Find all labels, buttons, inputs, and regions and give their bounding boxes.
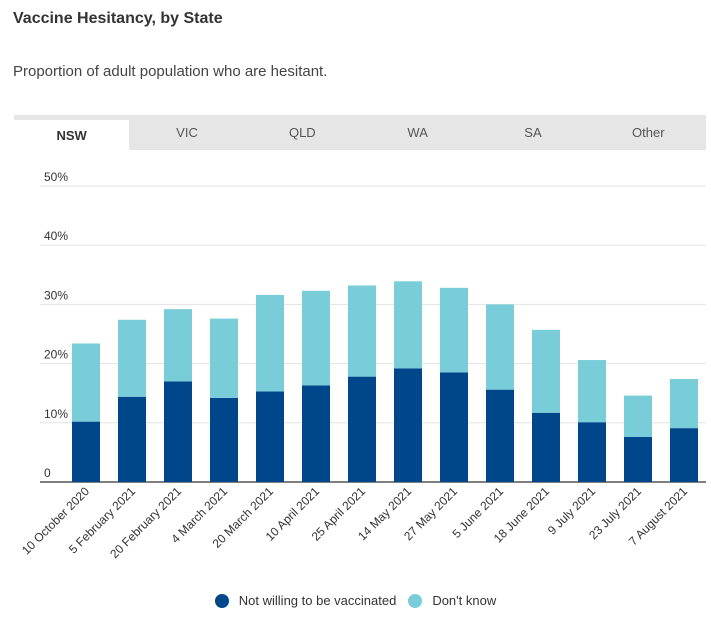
bar-dont-know [118, 319, 146, 397]
tab-sa[interactable]: SA [524, 125, 542, 140]
bar-dont-know [670, 378, 698, 429]
y-tick-label: 10% [44, 407, 68, 421]
bar-dont-know [578, 360, 606, 423]
legend-item-not-willing[interactable]: Not willing to be vaccinated [214, 593, 397, 608]
bar-dont-know [532, 329, 560, 413]
bar-not-willing [532, 412, 560, 482]
bar-dont-know [72, 343, 100, 422]
bar-not-willing [72, 421, 100, 482]
bar-dont-know [440, 287, 468, 373]
bar-dont-know [486, 304, 514, 390]
tab-vic[interactable]: VIC [176, 125, 198, 140]
tab-other[interactable]: Other [632, 125, 665, 140]
bar-not-willing [578, 422, 606, 482]
legend-label-not-willing: Not willing to be vaccinated [238, 593, 397, 608]
legend: Not willing to be vaccinated Don't know [0, 593, 711, 608]
bar-dont-know [210, 318, 238, 398]
y-tick-label: 30% [44, 288, 68, 302]
tab-wa[interactable]: WA [407, 125, 428, 140]
chart-subtitle: Proportion of adult population who are h… [13, 63, 328, 80]
bar-not-willing [256, 391, 284, 482]
y-tick-label: 50% [44, 170, 68, 184]
legend-swatch-dark [214, 593, 229, 608]
bar-dont-know [302, 290, 330, 386]
bar-not-willing [118, 396, 146, 482]
bar-not-willing [486, 389, 514, 482]
bar-not-willing [394, 368, 422, 482]
legend-swatch-light [408, 593, 423, 608]
bar-dont-know [394, 281, 422, 369]
bar-not-willing [440, 372, 468, 482]
bar-not-willing [348, 376, 376, 482]
bar-dont-know [624, 395, 652, 438]
legend-label-dont-know: Don't know [432, 593, 497, 608]
bar-dont-know [256, 294, 284, 392]
bar-not-willing [164, 381, 192, 482]
chart-title: Vaccine Hesitancy, by State [13, 10, 223, 27]
tab-qld[interactable]: QLD [288, 125, 316, 140]
y-tick-label: 0 [44, 466, 51, 480]
y-tick-label: 40% [44, 229, 68, 243]
bar-not-willing [624, 437, 652, 482]
bar-not-willing [210, 397, 238, 482]
y-tick-label: 20% [44, 348, 68, 362]
legend-item-dont-know[interactable]: Don't know [408, 593, 496, 608]
bar-not-willing [302, 385, 330, 482]
state-tabs: NSW VIC QLD WA SA Other [14, 115, 706, 150]
bar-dont-know [348, 285, 376, 377]
bar-dont-know [164, 309, 192, 382]
tab-nsw[interactable]: NSW [14, 118, 130, 150]
bar-not-willing [670, 428, 698, 482]
